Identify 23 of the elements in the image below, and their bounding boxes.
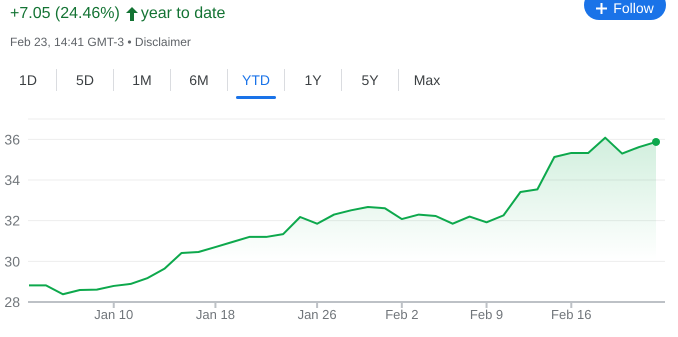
y-tick-label: 34: [4, 172, 20, 188]
y-tick-label: 28: [4, 294, 20, 310]
x-tick-label: Feb 16: [551, 307, 592, 322]
text: 1Y: [303, 71, 323, 90]
x-tick-label: Feb 9: [470, 307, 504, 322]
text: Max: [412, 71, 442, 90]
y-tick-label: 30: [4, 253, 20, 270]
text: 5Y: [360, 71, 380, 90]
follow-button: Follow: [584, 0, 666, 20]
x-tick-label: Jan 18: [196, 307, 235, 322]
text: YTD: [241, 71, 271, 90]
text: 5D: [75, 71, 95, 90]
y-tick-label: 36: [4, 131, 20, 148]
text: 1M: [131, 71, 153, 90]
x-tick-label: Jan 10: [94, 307, 134, 322]
x-tick-label: Jan 26: [298, 307, 337, 322]
text: Feb 23, 14:41 GMT-3 • Disclaimer: [10, 35, 191, 49]
x-tick-label: Feb 2: [385, 307, 418, 322]
y-tick-label: 32: [4, 212, 20, 229]
text: 1D: [18, 71, 38, 90]
chart-title: +7.05 (24.46%): [10, 5, 120, 23]
text: 6M: [188, 71, 210, 90]
chart-subtitle: year to date: [140, 5, 226, 23]
